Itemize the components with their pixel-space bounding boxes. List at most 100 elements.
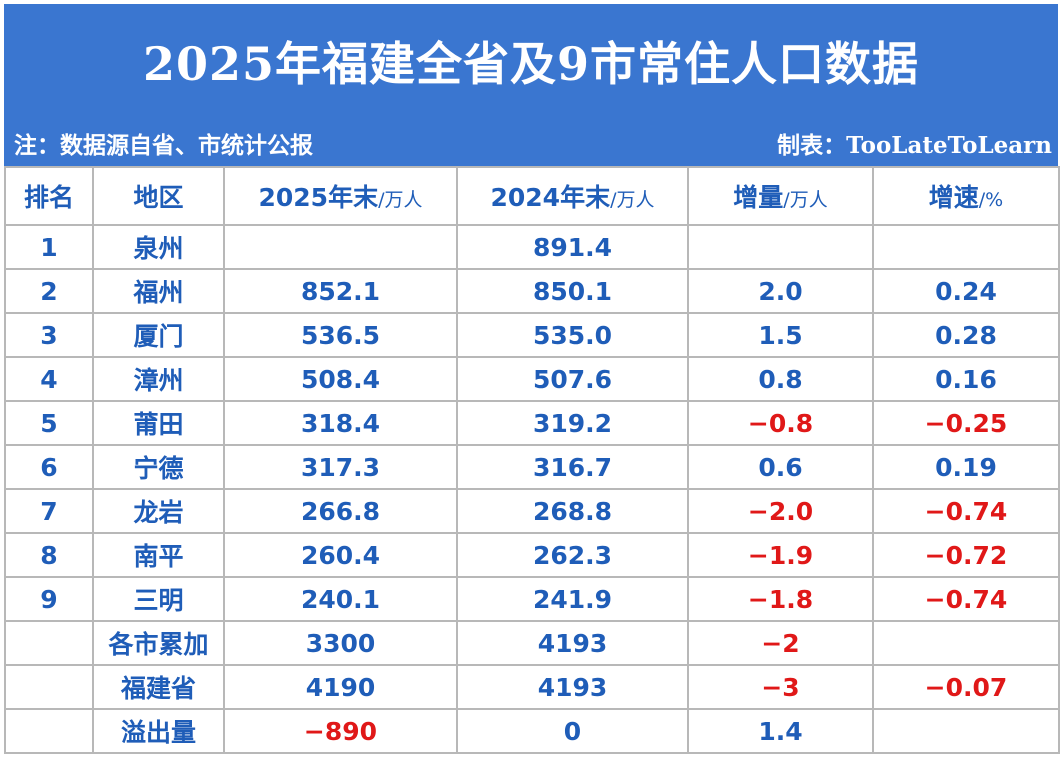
table-row: 2 福州 852.1 850.1 2.0 0.24 <box>4 268 1060 314</box>
cell-y2024: 241.9 <box>456 576 689 622</box>
cell-rank: 9 <box>4 576 94 622</box>
cell-region: 泉州 <box>92 224 225 270</box>
cell-rank <box>4 664 94 710</box>
cell-y2025: 536.5 <box>223 312 458 358</box>
cell-y2024: 850.1 <box>456 268 689 314</box>
cell-increment: −2 <box>687 620 874 666</box>
table-row: 7 龙岩 266.8 268.8 −2.0 −0.74 <box>4 488 1060 534</box>
cell-growth: 0.16 <box>872 356 1060 402</box>
table-row: 1 泉州 891.4 <box>4 224 1060 270</box>
maker-name: TooLateToLearn <box>846 132 1052 159</box>
cell-growth: −0.72 <box>872 532 1060 578</box>
column-header-y2025: 2025年末/万人 <box>223 166 458 226</box>
cell-growth: −0.25 <box>872 400 1060 446</box>
column-header-label: 增量 <box>733 183 784 212</box>
column-header-unit: /万人 <box>378 189 423 211</box>
page-title: 2025年福建全省及9市常住人口数据 <box>142 37 920 91</box>
title-banner: 2025年福建全省及9市常住人口数据 注：数据源自省、市统计公报 制表：TooL… <box>4 4 1058 166</box>
column-header-region: 地区 <box>92 166 225 226</box>
column-header-label: 地区 <box>133 183 184 212</box>
cell-increment: 0.6 <box>687 444 874 490</box>
table-row: 4 漳州 508.4 507.6 0.8 0.16 <box>4 356 1060 402</box>
column-header-growth: 增速/% <box>872 166 1060 226</box>
cell-rank <box>4 620 94 666</box>
cell-growth <box>872 224 1060 270</box>
cell-y2024: 891.4 <box>456 224 689 270</box>
column-header-label: 排名 <box>23 183 74 212</box>
cell-region: 莆田 <box>92 400 225 446</box>
table-row: 溢出量 −890 0 1.4 <box>4 708 1060 754</box>
cell-increment: −2.0 <box>687 488 874 534</box>
cell-rank: 4 <box>4 356 94 402</box>
cell-growth: 0.28 <box>872 312 1060 358</box>
cell-y2025 <box>223 224 458 270</box>
column-header-label: 2025年末 <box>258 183 379 212</box>
column-header-y2024: 2024年末/万人 <box>456 166 689 226</box>
cell-rank: 1 <box>4 224 94 270</box>
cell-rank: 3 <box>4 312 94 358</box>
cell-rank <box>4 708 94 754</box>
cell-region: 南平 <box>92 532 225 578</box>
cell-y2025: 508.4 <box>223 356 458 402</box>
cell-increment: −3 <box>687 664 874 710</box>
cell-increment: 1.5 <box>687 312 874 358</box>
cell-y2025: 4190 <box>223 664 458 710</box>
column-header-rank: 排名 <box>4 166 94 226</box>
table-row: 3 厦门 536.5 535.0 1.5 0.28 <box>4 312 1060 358</box>
cell-y2024: 4193 <box>456 620 689 666</box>
cell-growth: −0.74 <box>872 488 1060 534</box>
cell-rank: 6 <box>4 444 94 490</box>
cell-increment: 0.8 <box>687 356 874 402</box>
column-header-increment: 增量/万人 <box>687 166 874 226</box>
maker-credit: 制表：TooLateToLearn <box>777 126 1052 160</box>
column-header-label: 2024年末 <box>490 183 611 212</box>
cell-y2025: 260.4 <box>223 532 458 578</box>
cell-growth: −0.74 <box>872 576 1060 622</box>
cell-increment <box>687 224 874 270</box>
cell-increment: 1.4 <box>687 708 874 754</box>
cell-increment: −0.8 <box>687 400 874 446</box>
header-row: 排名 地区 2025年末/万人 2024年末/万人 增量/万人 增速/% <box>4 166 1060 226</box>
cell-y2024: 507.6 <box>456 356 689 402</box>
cell-y2024: 316.7 <box>456 444 689 490</box>
cell-y2025: 852.1 <box>223 268 458 314</box>
cell-rank: 7 <box>4 488 94 534</box>
cell-region: 福建省 <box>92 664 225 710</box>
source-note: 注：数据源自省、市统计公报 <box>14 133 313 159</box>
cell-y2025: 317.3 <box>223 444 458 490</box>
population-table: 排名 地区 2025年末/万人 2024年末/万人 增量/万人 增速/% 1 泉州 891.4… <box>4 166 1060 754</box>
column-header-label: 增速 <box>928 183 979 212</box>
cell-growth <box>872 708 1060 754</box>
cell-y2024: 268.8 <box>456 488 689 534</box>
cell-region: 龙岩 <box>92 488 225 534</box>
cell-region: 三明 <box>92 576 225 622</box>
cell-y2025: 3300 <box>223 620 458 666</box>
cell-y2025: 240.1 <box>223 576 458 622</box>
cell-increment: 2.0 <box>687 268 874 314</box>
cell-rank: 8 <box>4 532 94 578</box>
cell-y2024: 4193 <box>456 664 689 710</box>
cell-rank: 2 <box>4 268 94 314</box>
cell-y2024: 262.3 <box>456 532 689 578</box>
table-row: 福建省 4190 4193 −3 −0.07 <box>4 664 1060 710</box>
cell-y2025: 318.4 <box>223 400 458 446</box>
table-row: 9 三明 240.1 241.9 −1.8 −0.74 <box>4 576 1060 622</box>
cell-y2024: 319.2 <box>456 400 689 446</box>
table-row: 6 宁德 317.3 316.7 0.6 0.19 <box>4 444 1060 490</box>
cell-growth: 0.19 <box>872 444 1060 490</box>
column-header-unit: /万人 <box>783 189 828 211</box>
table-row: 8 南平 260.4 262.3 −1.9 −0.72 <box>4 532 1060 578</box>
cell-growth: 0.24 <box>872 268 1060 314</box>
cell-y2025: 266.8 <box>223 488 458 534</box>
table-row: 5 莆田 318.4 319.2 −0.8 −0.25 <box>4 400 1060 446</box>
cell-y2025: −890 <box>223 708 458 754</box>
cell-increment: −1.8 <box>687 576 874 622</box>
cell-y2024: 0 <box>456 708 689 754</box>
cell-region: 福州 <box>92 268 225 314</box>
column-header-unit: /万人 <box>610 189 655 211</box>
cell-region: 各市累加 <box>92 620 225 666</box>
cell-region: 溢出量 <box>92 708 225 754</box>
table-body: 1 泉州 891.4 2 福州 852.1 850.1 2.0 0.24 3 厦门 536.5 535.… <box>4 224 1060 754</box>
maker-label: 制表： <box>777 133 847 159</box>
cell-region: 漳州 <box>92 356 225 402</box>
